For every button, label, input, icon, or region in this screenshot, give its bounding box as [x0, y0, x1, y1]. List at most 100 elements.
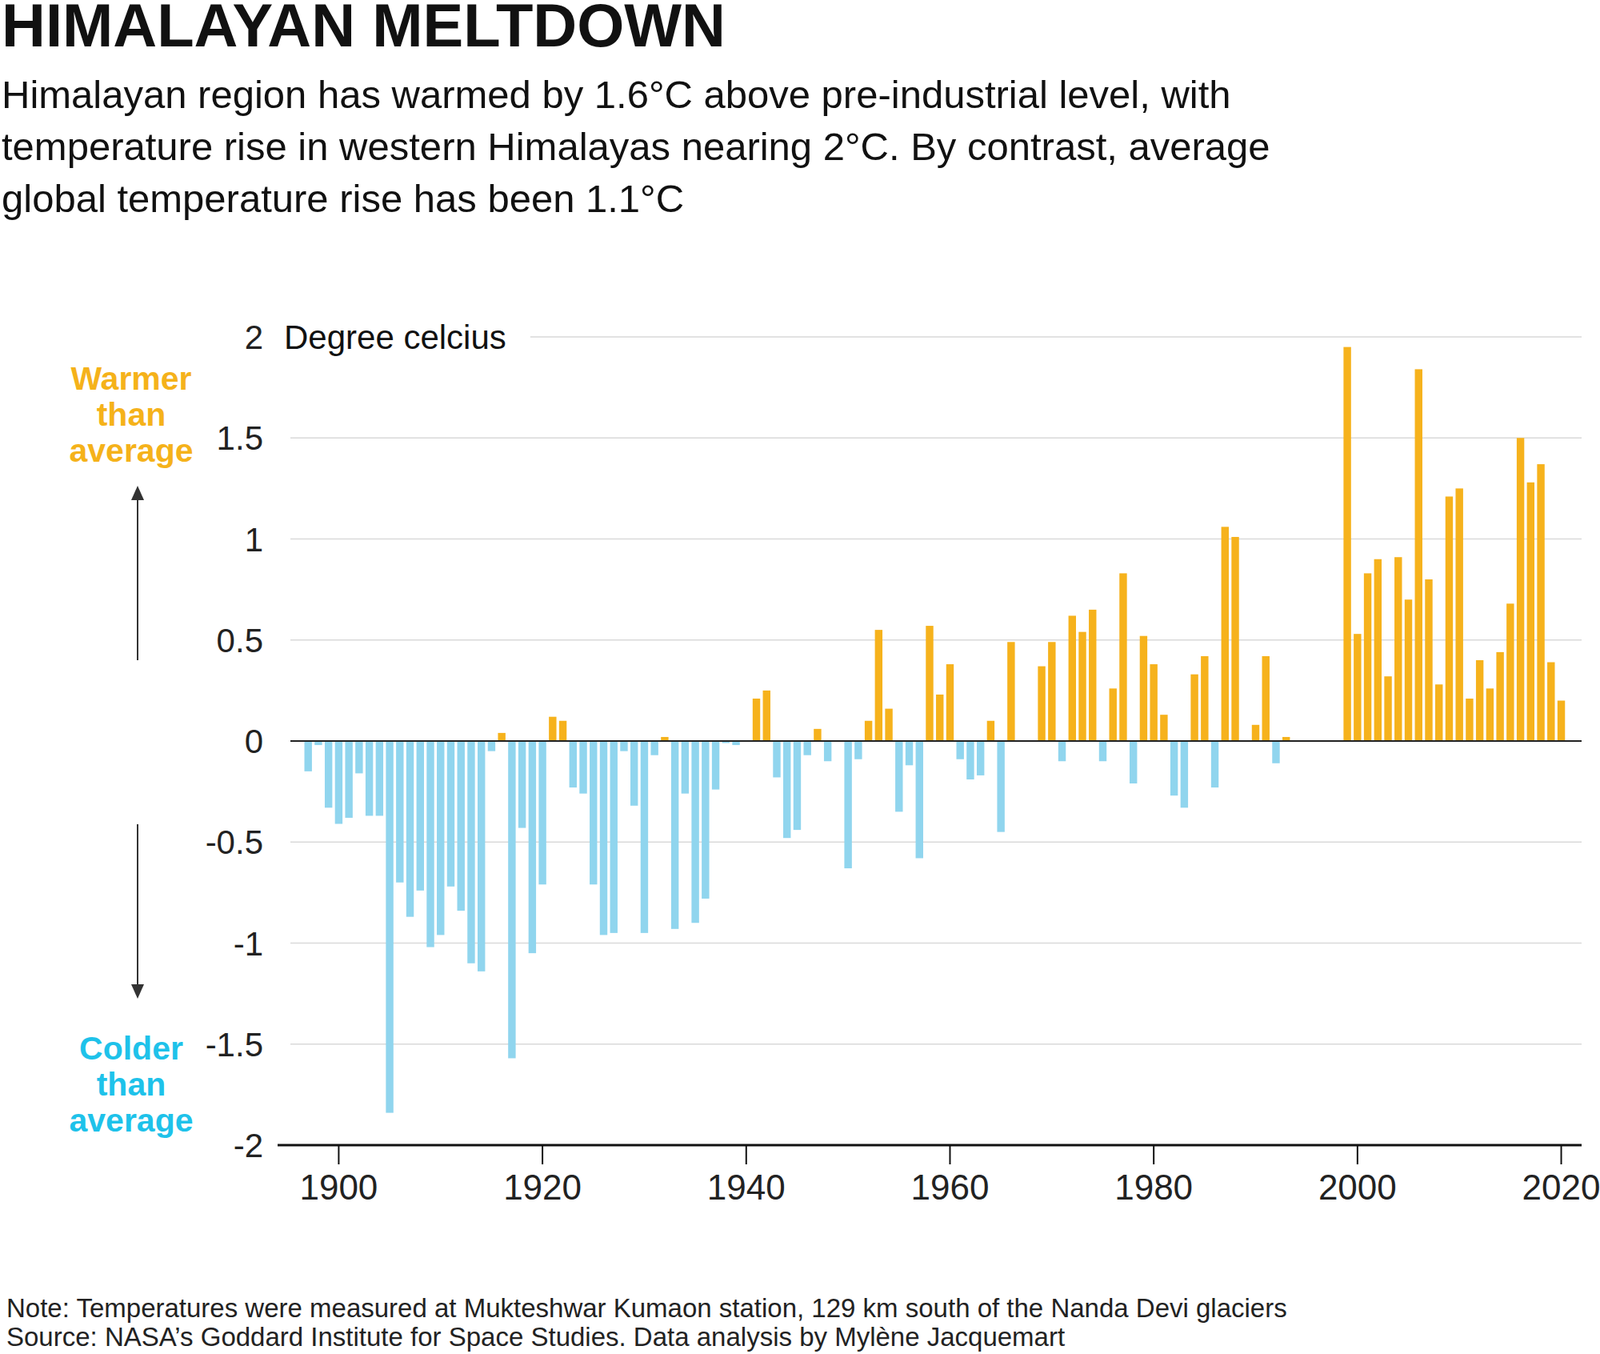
bar: [1160, 714, 1168, 741]
bar: [396, 740, 404, 883]
bar: [864, 720, 872, 741]
bar: [895, 740, 903, 812]
bar: [365, 740, 373, 816]
grid-line: [290, 437, 1582, 440]
grid-line: [530, 336, 1582, 338]
bar: [783, 740, 791, 838]
bar: [548, 716, 556, 741]
bar: [803, 740, 811, 756]
grid-line: [290, 538, 1582, 540]
bar: [569, 740, 577, 788]
x-tick: [1560, 1144, 1563, 1164]
bar: [691, 740, 699, 923]
arrow-up: [136, 496, 139, 660]
note: Source: NASA’s Goddard Institute for Spa…: [6, 1321, 1065, 1352]
title: HIMALAYAN MELTDOWN: [1, 0, 726, 60]
bar: [966, 740, 974, 780]
bar: [457, 740, 465, 911]
y-tick-label: -2: [233, 1126, 264, 1164]
bar: [1099, 740, 1107, 761]
bar: [712, 740, 720, 790]
note: Note: Temperatures were measured at Mukt…: [6, 1292, 1288, 1323]
bar: [467, 740, 475, 964]
bar: [488, 740, 496, 752]
bar: [1190, 674, 1198, 741]
y-axis-label: Degree celcius: [284, 318, 507, 356]
bar: [1536, 464, 1544, 741]
x-axis-line: [277, 1144, 1582, 1147]
bar: [1445, 496, 1453, 741]
bar: [335, 740, 343, 824]
bar: [508, 740, 516, 1058]
bar: [976, 740, 984, 776]
bar: [987, 720, 995, 741]
bar: [916, 740, 924, 858]
bar: [1547, 662, 1555, 741]
y-tick-label: 1: [244, 520, 264, 559]
bar: [701, 740, 709, 899]
bar: [1486, 688, 1494, 741]
bar: [956, 740, 964, 760]
bar: [1424, 579, 1432, 741]
bar: [1221, 526, 1229, 741]
subtitle: temperature rise in western Himalayas ne…: [1, 124, 1271, 168]
bar: [610, 740, 618, 933]
x-tick-label: 1960: [911, 1167, 990, 1207]
bar: [752, 698, 760, 741]
bar: [1516, 437, 1524, 741]
subtitle: global temperature rise has been 1.1°C: [1, 176, 684, 220]
bar: [630, 740, 638, 806]
x-tick: [1152, 1144, 1155, 1164]
bar: [1394, 556, 1402, 741]
bar: [385, 740, 393, 1113]
bar: [406, 740, 414, 917]
bar: [1374, 559, 1382, 741]
arrow-head: [131, 984, 144, 999]
bar: [925, 625, 933, 741]
bar: [650, 740, 658, 756]
bar: [640, 740, 648, 933]
bar: [497, 732, 505, 741]
bar: [344, 740, 352, 818]
bar: [1007, 641, 1015, 741]
bar: [1252, 724, 1260, 741]
bar: [600, 740, 608, 935]
bar: [844, 740, 852, 868]
bar: [772, 740, 780, 777]
bars: [304, 347, 1565, 1113]
y-tick-label: -0.5: [205, 823, 264, 861]
y-tick-label: 1.5: [216, 419, 264, 457]
annotation: average: [68, 1101, 193, 1139]
x-tick-label: 1920: [503, 1167, 582, 1207]
x-tick-label: 1980: [1114, 1167, 1193, 1207]
bar: [1465, 698, 1473, 741]
bar: [528, 740, 536, 953]
bar: [671, 740, 679, 929]
grid: [290, 336, 1582, 1044]
bar: [1200, 656, 1208, 741]
bar: [416, 740, 424, 891]
arrow-head: [131, 485, 144, 500]
bar: [579, 740, 587, 794]
bar: [1272, 740, 1280, 764]
bar: [884, 708, 892, 741]
bar: [1496, 652, 1504, 741]
grid-line: [290, 740, 1582, 742]
bar: [793, 740, 801, 830]
bar: [1435, 684, 1443, 741]
bar: [1262, 656, 1270, 741]
bar: [1353, 633, 1361, 741]
x-tick: [948, 1144, 951, 1164]
y-tick-label: -1: [233, 924, 264, 963]
bar: [1557, 700, 1565, 742]
bar: [426, 740, 434, 948]
annotation: Colder: [79, 1029, 184, 1067]
x-tick: [745, 1144, 748, 1164]
bar: [1180, 740, 1188, 808]
bar: [1384, 676, 1392, 741]
x-tick: [541, 1144, 544, 1164]
x-tick-label: 2020: [1522, 1167, 1600, 1207]
x-tick: [337, 1144, 340, 1164]
bar: [324, 740, 332, 808]
bar: [538, 740, 546, 884]
